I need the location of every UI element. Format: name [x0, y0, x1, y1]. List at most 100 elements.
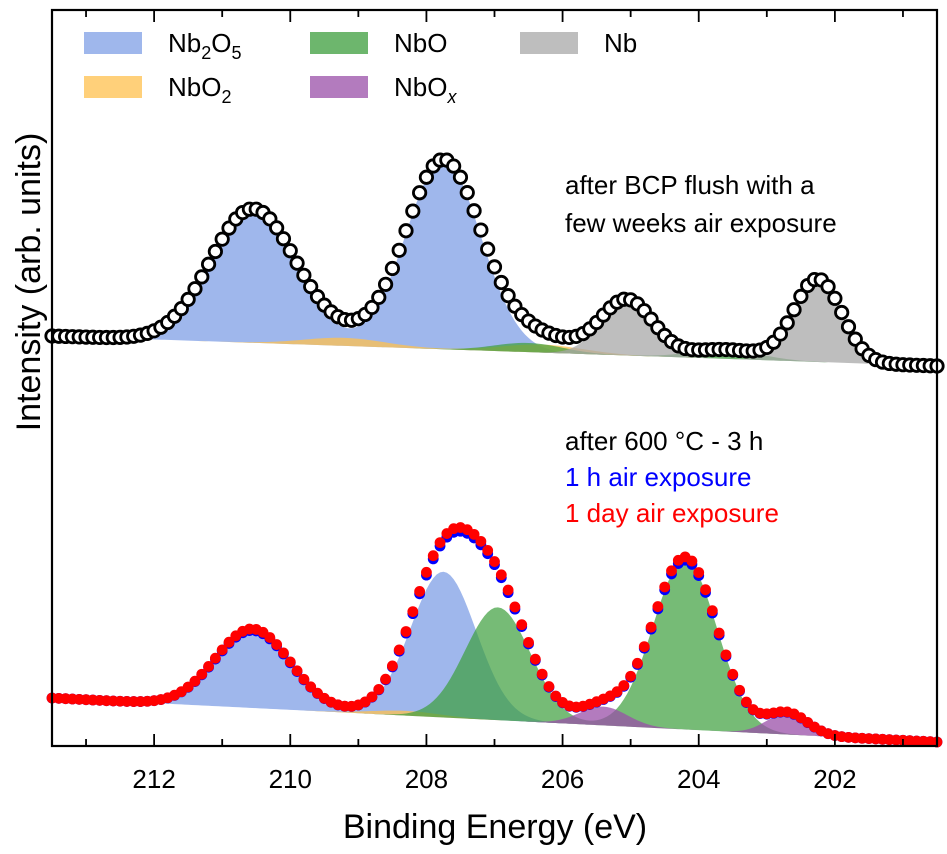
legend-item-nbo: NbO: [310, 28, 447, 58]
data-point: [693, 567, 705, 578]
data-point: [827, 290, 843, 306]
x-tick-label: 206: [541, 764, 584, 794]
data-point: [278, 647, 289, 659]
y-axis-title: Intensity (arb. units): [10, 133, 48, 432]
data-point: [543, 681, 555, 692]
legend: Nb2O5 NbO2 NbO NbOx Nb: [84, 28, 637, 107]
data-point: [727, 668, 739, 680]
data-point: [536, 668, 548, 680]
data-point: [373, 683, 385, 695]
data-point: [482, 545, 494, 556]
data-point: [706, 605, 718, 617]
data-point: [666, 565, 677, 577]
area-nbox-panel-1: [52, 698, 937, 742]
data-point: [820, 279, 836, 295]
x-tick-label: 210: [269, 764, 312, 794]
data-point: [495, 569, 507, 581]
data-point: [371, 289, 387, 305]
data-point: [713, 627, 725, 639]
data-point: [625, 670, 637, 682]
data-point: [516, 619, 528, 631]
area-nbo-panel-1: [52, 560, 937, 742]
data-point: [271, 639, 283, 650]
legend-label-nb2o5: Nb2O5: [168, 28, 242, 63]
annotation-top-line-1: after BCP flush with a: [565, 170, 815, 200]
data-point: [480, 241, 496, 257]
data-point: [386, 660, 398, 672]
data-point: [412, 185, 428, 201]
data-point: [405, 203, 421, 219]
data-point: [500, 288, 516, 304]
area-nb-panel-0: [52, 279, 937, 366]
data-point: [264, 632, 276, 643]
data-point: [523, 637, 534, 648]
data-point: [366, 691, 378, 703]
legend-swatch-nb2o5: [84, 32, 142, 54]
data-point: [529, 653, 541, 665]
x-tick-label: 212: [132, 764, 175, 794]
data-point: [489, 556, 500, 567]
data-point: [391, 242, 407, 258]
data-point: [380, 673, 391, 685]
data-point: [652, 601, 664, 612]
legend-swatch-nbo2: [84, 76, 142, 98]
legend-swatch-nbo: [310, 32, 368, 54]
data-point: [216, 644, 228, 656]
data-point: [305, 681, 317, 693]
data-point: [203, 661, 214, 672]
annotation-top-line-2: few weeks air exposure: [565, 208, 837, 238]
data-point: [772, 326, 789, 342]
data-point: [421, 566, 432, 578]
data-point: [223, 636, 235, 648]
annotation-bottom-line-3: 1 day air exposure: [565, 498, 779, 528]
data-point: [282, 243, 298, 259]
components-1: [52, 560, 937, 742]
legend-item-nbox: NbOx: [310, 72, 457, 107]
data-point: [659, 581, 671, 593]
data-point: [700, 584, 711, 596]
data-point: [189, 675, 201, 687]
data-point: [645, 621, 657, 633]
area-nb2o5-panel-0: [52, 160, 937, 366]
data-point: [734, 684, 745, 696]
data-point: [550, 690, 562, 702]
x-tick-label: 202: [813, 764, 856, 794]
data-point: [275, 231, 292, 247]
data-point: [793, 288, 809, 305]
data-point: [303, 279, 319, 295]
x-tick-label: 204: [677, 764, 720, 794]
data-point: [284, 656, 296, 668]
data-point: [618, 680, 630, 691]
data-point: [468, 528, 480, 540]
data-point: [638, 641, 650, 653]
annotation-bottom-line-2: 1 h air exposure: [565, 462, 751, 492]
data-point: [486, 259, 503, 275]
data-point: [364, 299, 380, 316]
data-point: [493, 274, 509, 291]
data-point: [418, 169, 435, 185]
legend-label-nbo2: NbO2: [168, 72, 231, 107]
components-0: [52, 160, 937, 366]
data-point: [289, 255, 305, 271]
data-point: [459, 185, 475, 201]
data-point: [393, 644, 405, 656]
legend-swatch-nb: [520, 32, 578, 54]
data-point: [398, 223, 414, 239]
data-point: [407, 606, 419, 617]
legend-item-nb2o5: Nb2O5: [84, 28, 242, 63]
data-point: [611, 686, 623, 698]
data-point: [786, 302, 802, 318]
data-point: [200, 256, 217, 272]
axes: 212 210 208 206 204 202: [50, 8, 939, 794]
data-point: [400, 626, 412, 637]
data-point: [686, 555, 698, 567]
legend-item-nb: Nb: [520, 28, 637, 58]
points-0: [44, 152, 945, 374]
data-point: [427, 550, 439, 562]
data-point: [269, 220, 285, 236]
data-point: [779, 315, 795, 331]
data-point: [296, 267, 312, 283]
area-nb2o5-panel-1: [52, 571, 937, 742]
legend-item-nbo2: NbO2: [84, 72, 231, 107]
